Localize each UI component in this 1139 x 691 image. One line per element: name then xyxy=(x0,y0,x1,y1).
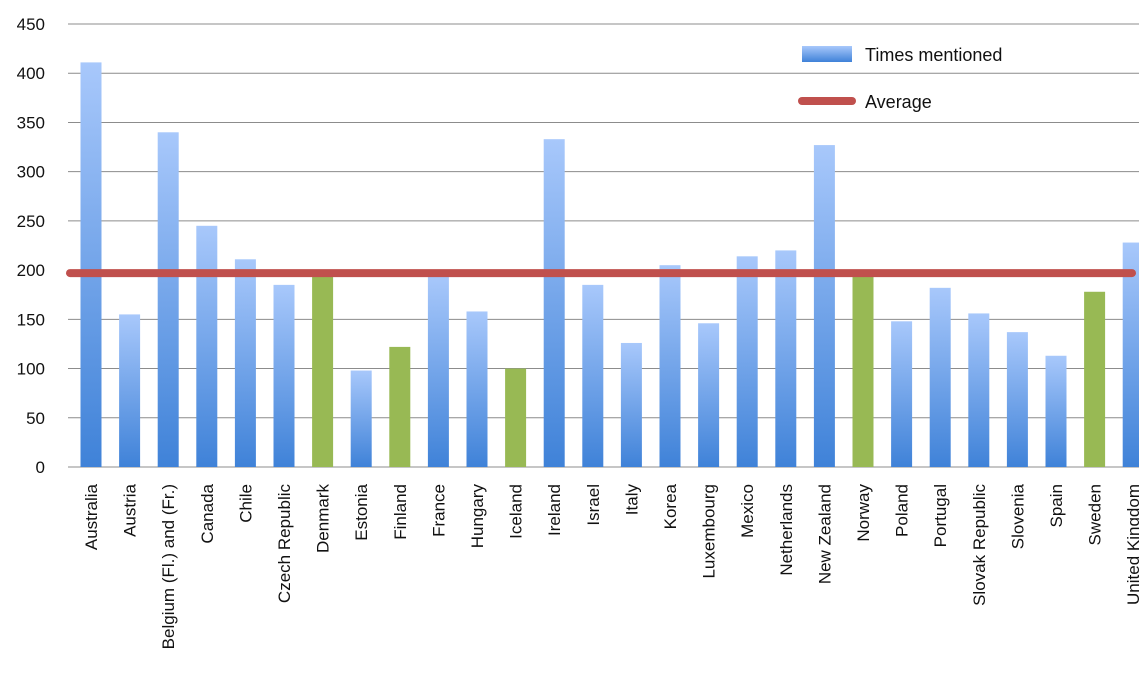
x-tick-label: Mexico xyxy=(738,484,757,538)
bar-canada xyxy=(196,225,218,467)
x-tick-label: Netherlands xyxy=(777,484,796,576)
bar-poland xyxy=(891,321,913,467)
y-tick-label: 350 xyxy=(17,113,45,132)
y-tick-label: 300 xyxy=(17,163,45,182)
y-axis-ticks: 0 50 100 150 200 250 300 350 400 450 xyxy=(17,15,45,477)
bar-norway xyxy=(852,274,874,467)
x-tick-label: Ireland xyxy=(545,484,564,536)
x-tick-label: Slovak Republic xyxy=(970,484,989,606)
bar-slovak-republic xyxy=(968,313,990,467)
bar-mexico xyxy=(736,256,758,467)
bar-czech-republic xyxy=(273,284,295,467)
bars xyxy=(80,62,1139,468)
bar-sweden xyxy=(1084,291,1106,467)
bar-austria xyxy=(119,314,141,467)
x-tick-label: Sweden xyxy=(1086,484,1105,545)
x-tick-label: Belgium (Fl.) and (Fr.) xyxy=(159,484,178,649)
bar-portugal xyxy=(929,287,951,467)
bar-denmark xyxy=(312,274,334,467)
x-tick-label: Norway xyxy=(854,484,873,542)
x-tick-label: Italy xyxy=(622,484,641,516)
y-tick-label: 0 xyxy=(36,458,45,477)
bar-iceland xyxy=(505,368,527,467)
y-tick-label: 100 xyxy=(17,360,45,379)
bar-new-zealand xyxy=(813,145,835,467)
x-tick-label: Iceland xyxy=(507,484,526,539)
x-axis-labels: Australia Austria Belgium (Fl.) and (Fr.) C… xyxy=(82,483,1139,649)
y-tick-label: 400 xyxy=(17,64,45,83)
bar-ireland xyxy=(543,139,565,467)
y-tick-label: 50 xyxy=(26,409,45,428)
x-tick-label: Czech Republic xyxy=(275,484,294,604)
x-tick-label: Finland xyxy=(391,484,410,540)
y-tick-label: 200 xyxy=(17,261,45,280)
x-tick-label: Hungary xyxy=(468,484,487,549)
y-tick-label: 450 xyxy=(17,15,45,34)
legend-label-average: Average xyxy=(865,92,932,112)
y-tick-label: 250 xyxy=(17,212,45,231)
bar-italy xyxy=(620,342,642,467)
legend: Times mentioned Average xyxy=(798,45,1002,112)
x-tick-label: Spain xyxy=(1047,484,1066,527)
x-tick-label: Korea xyxy=(661,483,680,529)
bar-slovenia xyxy=(1006,332,1028,467)
x-tick-label: Israel xyxy=(584,484,603,526)
x-tick-label: Chile xyxy=(236,484,255,523)
y-tick-label: 150 xyxy=(17,310,45,329)
x-tick-label: Luxembourg xyxy=(700,484,719,579)
bar-australia xyxy=(80,62,102,467)
x-tick-label: Denmark xyxy=(314,484,333,553)
x-tick-label: Estonia xyxy=(352,483,371,540)
bar-united-kingdom xyxy=(1122,242,1139,467)
x-tick-label: Canada xyxy=(198,483,217,543)
x-tick-label: Australia xyxy=(82,483,101,550)
x-tick-label: New Zealand xyxy=(815,484,834,584)
x-tick-label: Poland xyxy=(893,484,912,537)
x-tick-label: Austria xyxy=(121,483,140,536)
legend-label-times-mentioned: Times mentioned xyxy=(865,45,1002,65)
bar-estonia xyxy=(350,370,372,467)
bar-finland xyxy=(389,346,411,467)
x-tick-label: Slovenia xyxy=(1008,483,1027,549)
bar-spain xyxy=(1045,355,1067,467)
bar-belgium-fl-and-fr xyxy=(157,132,179,468)
x-tick-label: Portugal xyxy=(931,484,950,547)
bar-france xyxy=(427,276,449,467)
bar-israel xyxy=(582,284,604,467)
x-tick-label: United Kingdom xyxy=(1124,484,1139,605)
bar-chile xyxy=(234,259,256,467)
bar-netherlands xyxy=(775,250,797,467)
bar-hungary xyxy=(466,311,488,467)
x-tick-label: France xyxy=(429,484,448,537)
bar-korea xyxy=(659,265,681,467)
legend-swatch-times-mentioned xyxy=(802,46,852,62)
bar-luxembourg xyxy=(698,323,720,467)
